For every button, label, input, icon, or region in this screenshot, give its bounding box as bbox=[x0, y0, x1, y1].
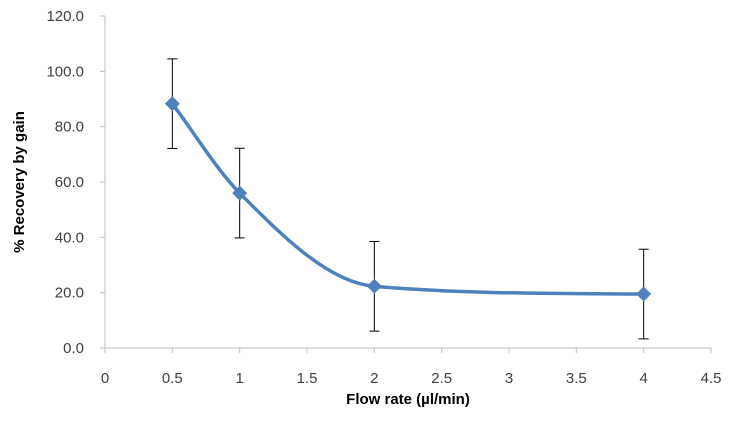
y-axis-title: % Recovery by gain bbox=[11, 111, 28, 253]
data-markers bbox=[164, 96, 652, 302]
x-tick-label: 2 bbox=[370, 370, 378, 387]
y-tick-label: 120.0 bbox=[46, 8, 84, 25]
y-tick-label: 80.0 bbox=[55, 119, 84, 136]
y-tick-labels: 0.0 20.0 40.0 60.0 80.0 100.0 120.0 bbox=[46, 8, 105, 357]
x-tick-label: 0 bbox=[101, 370, 109, 387]
x-tick-label: 2.5 bbox=[431, 370, 452, 387]
y-tick-label: 40.0 bbox=[55, 229, 84, 246]
x-tick-label: 4 bbox=[639, 370, 647, 387]
x-tick-label: 1 bbox=[235, 370, 243, 387]
data-point-marker bbox=[232, 185, 248, 201]
x-tick-label: 1.5 bbox=[297, 370, 318, 387]
x-tick-label: 3 bbox=[505, 370, 513, 387]
data-point-marker bbox=[164, 96, 180, 112]
x-tick-labels: 0 0.5 1 1.5 2 2.5 3 3.5 4 4.5 bbox=[101, 348, 722, 387]
x-tick-label: 4.5 bbox=[701, 370, 722, 387]
y-tick-label: 0.0 bbox=[63, 340, 84, 357]
series-smoothed-line bbox=[170, 101, 646, 296]
x-tick-label: 3.5 bbox=[566, 370, 587, 387]
axes bbox=[104, 16, 711, 349]
x-tick-label: 0.5 bbox=[162, 370, 183, 387]
data-point-marker bbox=[366, 278, 382, 294]
x-axis-title: Flow rate (µl/min) bbox=[346, 391, 470, 408]
y-tick-label: 20.0 bbox=[55, 285, 84, 302]
y-tick-label: 60.0 bbox=[55, 174, 84, 191]
data-point-marker bbox=[636, 286, 652, 302]
y-tick-label: 100.0 bbox=[46, 63, 84, 80]
